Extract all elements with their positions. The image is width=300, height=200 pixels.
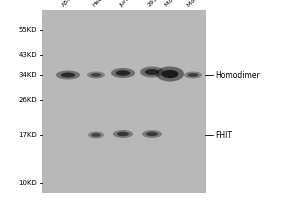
Text: Jurkat: Jurkat bbox=[118, 0, 135, 8]
Ellipse shape bbox=[61, 73, 75, 77]
Ellipse shape bbox=[117, 132, 129, 136]
Ellipse shape bbox=[184, 72, 202, 78]
Ellipse shape bbox=[162, 70, 178, 78]
Ellipse shape bbox=[142, 130, 162, 138]
Text: Mouse liver: Mouse liver bbox=[164, 0, 194, 8]
Ellipse shape bbox=[140, 66, 164, 77]
Text: 26KD: 26KD bbox=[18, 97, 37, 103]
Text: 55KD: 55KD bbox=[19, 27, 37, 33]
Text: 43KD: 43KD bbox=[18, 52, 37, 58]
Ellipse shape bbox=[188, 73, 198, 77]
Ellipse shape bbox=[87, 72, 105, 78]
Text: Homodimer: Homodimer bbox=[215, 71, 260, 79]
Ellipse shape bbox=[113, 130, 133, 138]
Ellipse shape bbox=[116, 70, 130, 76]
Ellipse shape bbox=[56, 71, 80, 79]
Text: FHIT: FHIT bbox=[215, 130, 232, 140]
Ellipse shape bbox=[146, 132, 158, 136]
Ellipse shape bbox=[91, 73, 101, 77]
Bar bbox=[42, 10, 205, 192]
Text: 34KD: 34KD bbox=[18, 72, 37, 78]
Ellipse shape bbox=[156, 66, 184, 82]
Text: Mouse kidney: Mouse kidney bbox=[187, 0, 221, 8]
Ellipse shape bbox=[88, 132, 104, 138]
Text: 17KD: 17KD bbox=[18, 132, 37, 138]
Text: A549: A549 bbox=[61, 0, 76, 8]
Ellipse shape bbox=[111, 68, 135, 78]
Ellipse shape bbox=[91, 133, 101, 137]
Ellipse shape bbox=[145, 69, 159, 75]
Text: HeLa: HeLa bbox=[92, 0, 106, 8]
Text: 10KD: 10KD bbox=[18, 180, 37, 186]
Text: 293T: 293T bbox=[146, 0, 161, 8]
